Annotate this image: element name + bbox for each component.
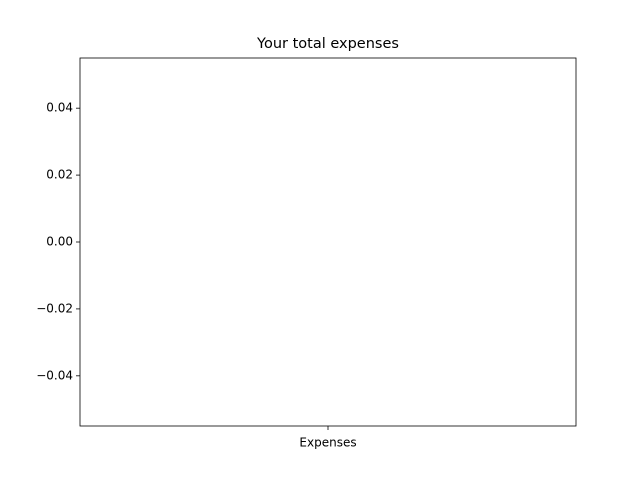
y-tick-label: 0.04 [46, 101, 73, 115]
y-tick-label: 0.02 [46, 168, 73, 182]
x-tick-label: Expenses [299, 436, 356, 450]
plot-frame [79, 57, 577, 427]
y-tick-label: −0.02 [36, 301, 73, 315]
chart-title: Your total expenses [256, 36, 399, 52]
y-tick-label: −0.04 [36, 368, 73, 382]
y-tick-label: 0.00 [46, 235, 73, 249]
